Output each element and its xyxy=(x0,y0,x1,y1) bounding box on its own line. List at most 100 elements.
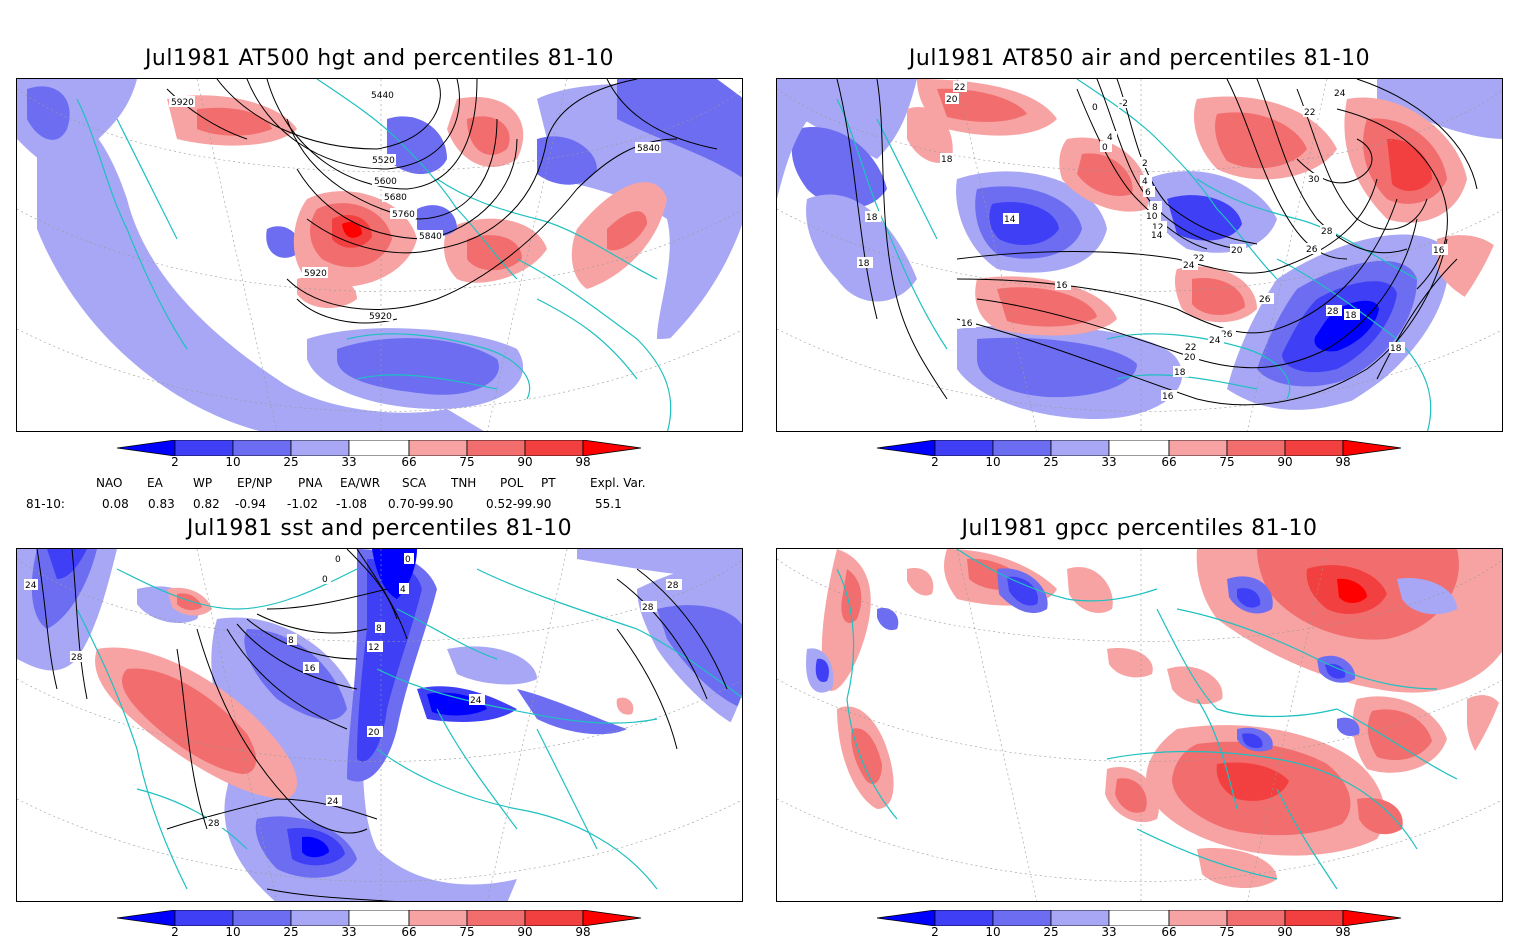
contour-label: 16 xyxy=(1056,281,1068,291)
colorbar-swatches xyxy=(876,910,1402,926)
map-hgt500: 5920 5440 5520 5600 5680 5760 5840 5840 … xyxy=(17,79,742,431)
contour-label: 20 xyxy=(946,95,958,105)
contour-label: 18 xyxy=(941,155,953,165)
index-header: NAO xyxy=(96,476,123,490)
contour-label: 4 xyxy=(1107,133,1113,143)
contour-label: 26 xyxy=(1259,295,1271,305)
index-header: SCA xyxy=(402,476,427,490)
contour-label: 5520 xyxy=(372,156,395,166)
colorbar-swatches xyxy=(116,440,642,456)
index-header: EA xyxy=(147,476,163,490)
colorbar-label: 66 xyxy=(1161,925,1177,939)
contour-label: 5600 xyxy=(374,177,397,187)
index-header: POL xyxy=(500,476,524,490)
contour-label: 20 xyxy=(1231,246,1243,256)
contour-label: 28 xyxy=(1321,227,1333,237)
colorbar-label: 10 xyxy=(985,925,1001,939)
contour-label: 5920 xyxy=(304,269,327,279)
index-value: 0.70-99.90 xyxy=(388,497,454,511)
colorbar-gpcc: 2 10 25 33 66 75 90 98 xyxy=(875,910,1405,940)
graticule xyxy=(777,79,1502,431)
map-panel-gpcc xyxy=(776,548,1503,902)
contour-label: 5440 xyxy=(371,91,394,101)
contour-label: 8 xyxy=(1152,203,1158,213)
contour-label: 28 xyxy=(208,819,220,829)
coastlines xyxy=(76,79,672,431)
contour-label: 18 xyxy=(1345,311,1357,321)
colorbar-label: 25 xyxy=(1043,455,1059,469)
index-header: Expl. Var. xyxy=(590,476,646,490)
contour-label: 22 xyxy=(1304,108,1315,118)
colorbar-label: 2 xyxy=(171,925,179,939)
map-air850: 22 20 18 -2 0 4 0 2 4 6 8 10 12 14 14 18… xyxy=(777,79,1502,431)
index-value: 0.08 xyxy=(102,497,129,511)
contour-label: 0 xyxy=(1102,143,1108,153)
contour-label: 20 xyxy=(1184,353,1196,363)
map-panel-air850: 22 20 18 -2 0 4 0 2 4 6 8 10 12 14 14 18… xyxy=(776,78,1503,432)
graticule xyxy=(17,549,742,901)
contour-label: 12 xyxy=(1152,223,1163,233)
colorbar-label: 25 xyxy=(283,455,299,469)
index-value: -1.08 xyxy=(336,497,368,511)
contour-label: 28 xyxy=(667,581,679,591)
colorbar-label: 98 xyxy=(575,455,591,469)
contour-label: 16 xyxy=(961,319,973,329)
colorbar-label: 33 xyxy=(1101,455,1117,469)
contour-label: 28 xyxy=(1327,307,1339,317)
contour-label: 5760 xyxy=(392,210,415,220)
contour-label: 24 xyxy=(1334,89,1346,99)
contour-label: 5840 xyxy=(637,144,660,154)
index-header: PT xyxy=(541,476,556,490)
contour-label: 24 xyxy=(1209,336,1221,346)
panel-title-sst: Jul1981 sst and percentiles 81-10 xyxy=(186,516,573,541)
contour-label: 26 xyxy=(1221,330,1233,340)
colorbar-label: 2 xyxy=(931,455,939,469)
contour-label: 5920 xyxy=(171,98,194,108)
contour-label: 4 xyxy=(400,585,406,595)
coastlines xyxy=(836,549,1458,890)
contour-label: 30 xyxy=(1308,175,1320,185)
colorbar-label: 75 xyxy=(1219,925,1235,939)
contour-label: 24 xyxy=(1183,261,1195,271)
colorbar-label: 75 xyxy=(459,455,475,469)
coastlines xyxy=(76,568,742,890)
map-panel-hgt500: 5920 5440 5520 5600 5680 5760 5840 5840 … xyxy=(16,78,743,432)
colorbar-label: 90 xyxy=(1277,455,1293,469)
panel-title-air850: Jul1981 AT850 air and percentiles 81-10 xyxy=(908,46,1371,71)
colorbar-label: 25 xyxy=(1043,925,1059,939)
contour-label: 20 xyxy=(368,728,380,738)
colorbar-label: 66 xyxy=(401,455,417,469)
colorbar-label: 33 xyxy=(1101,925,1117,939)
colorbar-label: 2 xyxy=(931,925,939,939)
colorbar-swatches xyxy=(116,910,642,926)
colorbar-sst: 2 10 25 33 66 75 90 98 xyxy=(115,910,645,940)
contour-label: 26 xyxy=(1306,245,1318,255)
colorbar-air850: 2 10 25 33 66 75 90 98 xyxy=(875,440,1405,470)
index-row-label: 81-10: xyxy=(26,497,65,511)
contour-label: 0 xyxy=(335,555,341,565)
contour-label: 24 xyxy=(25,581,37,591)
index-header: EP/NP xyxy=(237,476,273,490)
colorbar-label: 90 xyxy=(517,925,533,939)
contour-label: 5680 xyxy=(384,193,407,203)
contour-label: 24 xyxy=(327,797,339,807)
contour-label: 6 xyxy=(1145,188,1151,198)
colorbar-label: 10 xyxy=(225,925,241,939)
contour-label: 28 xyxy=(642,603,654,613)
contour-label: 22 xyxy=(1193,254,1204,264)
contour-label: 16 xyxy=(304,664,316,674)
percentile-fills xyxy=(17,79,742,431)
colorbar-label: 33 xyxy=(341,455,357,469)
colorbar-label: 98 xyxy=(1335,455,1351,469)
contour-label: 12 xyxy=(368,643,379,653)
contour-label: 0 xyxy=(1092,103,1098,113)
index-value: 0.83 xyxy=(148,497,175,511)
contour-label: 14 xyxy=(1151,231,1163,241)
sst-contours xyxy=(36,549,728,901)
index-value: 55.1 xyxy=(595,497,622,511)
graticule xyxy=(777,549,1502,901)
percentile-fills xyxy=(777,79,1502,419)
colorbar-label: 98 xyxy=(1335,925,1351,939)
map-gpcc xyxy=(777,549,1502,901)
map-panel-sst: 24 28 0 0 0 4 8 8 12 16 20 24 24 28 28 2… xyxy=(16,548,743,902)
